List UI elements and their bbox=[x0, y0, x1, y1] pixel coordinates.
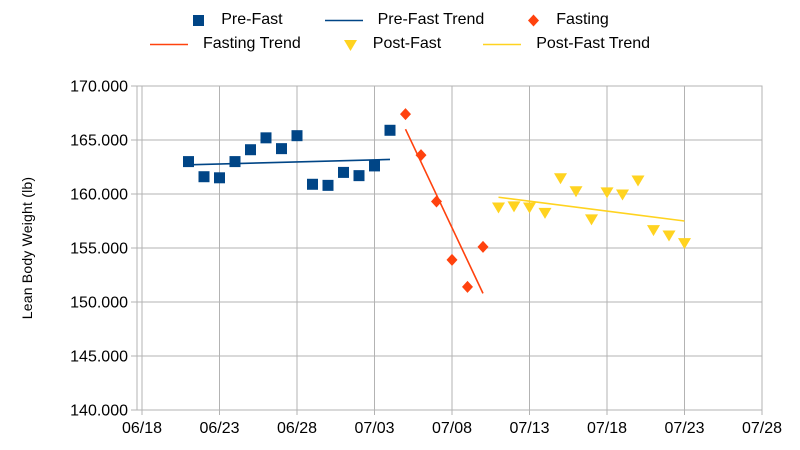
legend-item-pre-fast-trend: Pre-Fast Trend bbox=[324, 11, 485, 29]
legend-line-swatch-icon bbox=[149, 37, 188, 52]
chart-legend: Pre-Fast Pre-Fast Trend Fasting Fasting Tre… bbox=[0, 11, 800, 53]
legend-line-swatch-icon bbox=[324, 13, 363, 28]
series-pre-fast bbox=[183, 124, 396, 191]
data-point-marker bbox=[276, 143, 287, 155]
data-point-marker bbox=[554, 173, 567, 185]
data-point-marker bbox=[462, 280, 473, 293]
data-point-marker bbox=[507, 201, 521, 213]
legend-triangle-down-icon bbox=[343, 37, 358, 52]
legend-diamond-icon bbox=[526, 13, 541, 28]
data-point-marker bbox=[600, 187, 614, 199]
data-point-marker bbox=[193, 14, 205, 26]
y-tick-label: 160.000 bbox=[70, 187, 128, 204]
trend-line bbox=[404, 128, 484, 294]
data-point-marker bbox=[214, 172, 225, 184]
data-point-marker bbox=[616, 189, 629, 201]
series-fasting bbox=[400, 108, 489, 293]
legend-row-2: Fasting Trend Post-Fast Post-Fast Trend bbox=[149, 35, 650, 53]
data-point-marker bbox=[338, 166, 349, 178]
axis-tick-labels: 170.000 165.000 160.000 155.000 150.000 145.0… bbox=[70, 79, 782, 438]
data-point-marker bbox=[523, 202, 536, 214]
data-point-marker bbox=[492, 202, 505, 214]
legend-label: Pre-Fast bbox=[221, 11, 283, 28]
y-tick-label: 140.000 bbox=[70, 403, 128, 420]
legend-item-fasting: Fasting bbox=[526, 11, 609, 29]
plot-border bbox=[136, 85, 763, 411]
x-tick-label: 07/18 bbox=[587, 420, 627, 437]
series-fasting-trend bbox=[404, 128, 484, 294]
data-point-marker bbox=[260, 132, 272, 144]
legend-label: Pre-Fast Trend bbox=[377, 11, 485, 28]
legend-line-swatch-icon bbox=[483, 37, 522, 52]
legend-label: Post-Fast bbox=[372, 35, 442, 52]
legend-square-icon bbox=[191, 13, 206, 28]
data-point-marker bbox=[662, 230, 676, 242]
x-tick-label: 06/28 bbox=[277, 420, 317, 437]
data-point-marker bbox=[400, 108, 411, 121]
x-tick-label: 06/18 bbox=[122, 420, 162, 437]
y-tick-label: 145.000 bbox=[70, 349, 128, 366]
data-point-marker bbox=[183, 156, 194, 168]
data-point-marker bbox=[569, 186, 583, 198]
legend-item-pre-fast: Pre-Fast bbox=[191, 11, 283, 29]
data-point-marker bbox=[245, 144, 256, 156]
data-point-marker bbox=[307, 178, 318, 190]
legend-row-1: Pre-Fast Pre-Fast Trend Fasting bbox=[191, 11, 609, 29]
data-point-marker bbox=[353, 170, 365, 182]
data-point-marker bbox=[369, 160, 380, 172]
trend-line bbox=[498, 196, 685, 222]
y-tick-label: 155.000 bbox=[70, 241, 128, 258]
y-tick-label: 165.000 bbox=[70, 133, 128, 150]
data-point-marker bbox=[528, 14, 540, 26]
data-point-marker bbox=[647, 225, 660, 237]
x-tick-label: 07/23 bbox=[664, 420, 704, 437]
data-point-marker bbox=[291, 130, 303, 142]
legend-label: Post-Fast Trend bbox=[536, 35, 651, 52]
legend-label: Fasting bbox=[556, 11, 609, 28]
x-tick-label: 07/08 bbox=[432, 420, 472, 437]
legend-item-post-fast-trend: Post-Fast Trend bbox=[483, 35, 650, 53]
trend-line bbox=[188, 158, 391, 166]
data-point-marker bbox=[538, 207, 552, 219]
data-point-marker bbox=[415, 149, 427, 162]
data-point-marker bbox=[384, 124, 396, 136]
data-point-marker bbox=[678, 238, 691, 250]
series-post-fast-trend bbox=[498, 196, 685, 222]
gridlines bbox=[131, 85, 763, 415]
legend-label: Fasting Trend bbox=[202, 35, 301, 52]
data-point-marker bbox=[229, 156, 241, 168]
x-tick-label: 06/23 bbox=[199, 420, 239, 437]
series-pre-fast-trend bbox=[188, 158, 391, 166]
data-point-marker bbox=[322, 179, 334, 191]
series-post-fast bbox=[492, 173, 691, 250]
x-tick-label: 07/28 bbox=[742, 420, 782, 437]
y-tick-label: 150.000 bbox=[70, 295, 128, 312]
x-tick-label: 07/13 bbox=[509, 420, 549, 437]
y-tick-label: 170.000 bbox=[70, 79, 128, 96]
data-point-marker bbox=[585, 214, 598, 226]
data-point-marker bbox=[446, 253, 458, 266]
data-point-marker bbox=[631, 175, 645, 187]
data-point-marker bbox=[477, 240, 489, 253]
data-point-marker bbox=[343, 39, 357, 51]
data-point-marker bbox=[431, 195, 442, 208]
x-tick-label: 07/03 bbox=[354, 420, 394, 437]
legend-item-fasting-trend: Fasting Trend bbox=[149, 35, 301, 53]
legend-item-post-fast: Post-Fast bbox=[343, 35, 441, 53]
data-point-marker bbox=[198, 171, 210, 183]
